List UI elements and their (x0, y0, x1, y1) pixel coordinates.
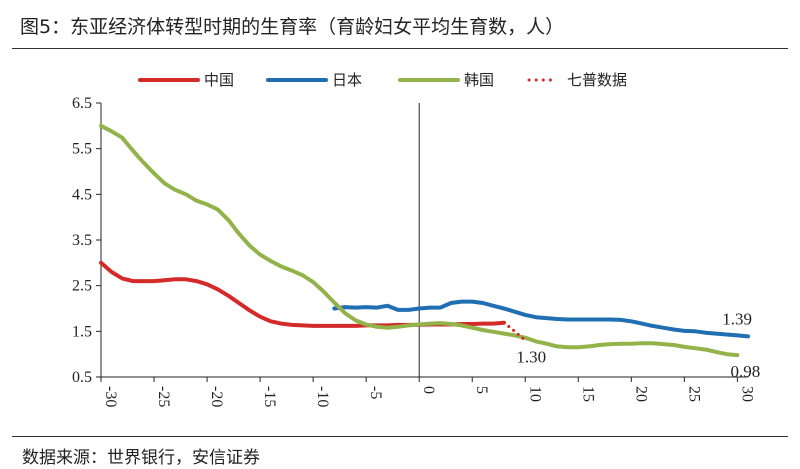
annotation-label-2: 0.98 (731, 362, 761, 381)
fertility-chart: 中国 日本 韩国 七普数据 0.5 1.5 2.5 3.5 4.5 5.5 6.5 -30 -25 -2… (72, 71, 760, 407)
legend-label-1: 日本 (332, 71, 362, 89)
y-tick-label: 6.5 (72, 95, 92, 112)
x-tick-label: 25 (685, 386, 702, 402)
x-tick-label: -15 (261, 386, 278, 407)
series-line-0 (99, 260, 506, 328)
x-tick-label: 20 (632, 386, 649, 402)
legend: 中国 日本 韩国 七普数据 (138, 71, 627, 89)
x-tick-label: -5 (367, 386, 384, 399)
y-tick-label: 5.5 (72, 141, 92, 158)
axes: 0.5 1.5 2.5 3.5 4.5 5.5 6.5 -30 -25 -20 -15 -10 -5 0 5… (72, 95, 755, 407)
x-tick-label: -10 (314, 386, 331, 407)
x-tick-label: 0 (420, 386, 437, 394)
source-rule (12, 436, 788, 437)
annotation-label-1: 1.30 (516, 347, 546, 366)
annotations: 1.39 1.30 0.98 (516, 309, 760, 381)
series-line-2 (99, 123, 740, 358)
title-rule (12, 48, 788, 49)
y-tick-label: 2.5 (72, 278, 92, 295)
series-line-3 (502, 321, 527, 342)
source-note: 数据来源：世界银行，安信证券 (22, 448, 260, 468)
y-tick-label: 0.5 (72, 369, 92, 386)
legend-label-2: 韩国 (464, 71, 494, 89)
legend-label-3: 七普数据 (567, 71, 627, 89)
x-tick-label: -30 (102, 386, 119, 407)
y-tick-label: 3.5 (72, 232, 92, 249)
x-tick-label: 15 (579, 386, 596, 402)
chart-title: 图5：东亚经济体转型时期的生育率（育龄妇女平均生育数，人） (20, 16, 565, 38)
x-tick-label: 5 (473, 386, 490, 394)
x-tick-label: -25 (155, 386, 172, 407)
x-tick-label: 30 (738, 386, 755, 402)
legend-label-0: 中国 (204, 71, 234, 89)
y-tick-label: 1.5 (72, 323, 92, 340)
x-tick-label: -20 (208, 386, 225, 407)
annotation-label-0: 1.39 (722, 309, 752, 328)
series-line-1 (332, 299, 750, 339)
y-tick-label: 4.5 (72, 186, 92, 203)
x-tick-label: 10 (526, 386, 543, 402)
series-group (99, 123, 750, 358)
